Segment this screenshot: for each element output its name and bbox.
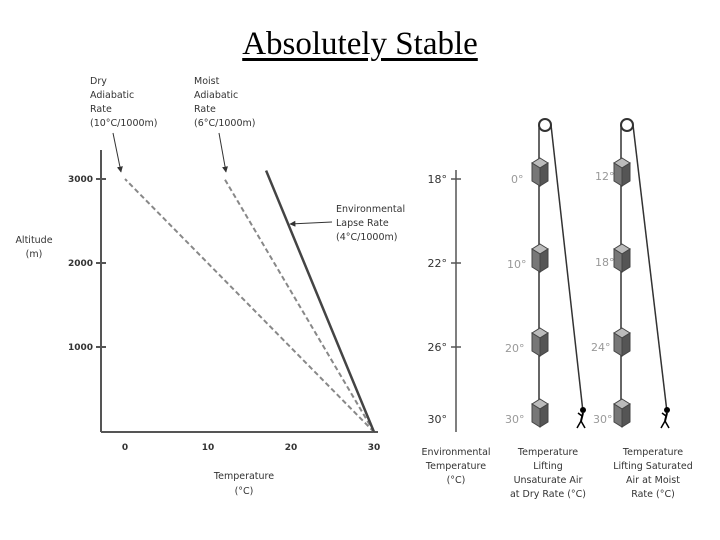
col-dry-line1: Temperature <box>517 447 578 458</box>
col-dry-line3: Unsaturate Air <box>514 475 583 486</box>
col-dry-line4: at Dry Rate (°C) <box>510 489 586 500</box>
env-label-line3: (4°C/1000m) <box>336 232 397 243</box>
env-temp-3000: 18° <box>428 173 448 186</box>
dry-pulley-icon <box>538 118 552 132</box>
air-parcel-icon <box>531 157 549 187</box>
moist-label-line1: Moist <box>194 76 220 87</box>
env-arrow <box>289 220 333 227</box>
env-label-line1: Environmental <box>336 204 405 215</box>
x-axis-label-line1: Temperature <box>213 471 274 482</box>
dry-arrow <box>112 132 123 173</box>
col-moist-line2: Lifting Saturated <box>613 461 692 472</box>
moist-rate-line <box>223 178 375 433</box>
chart-axes <box>96 150 378 433</box>
dry-temp-0: 30° <box>505 413 525 426</box>
column-captions: Environmental Temperature (°C) Temperatu… <box>421 447 692 500</box>
dry-label-line1: Dry <box>90 76 107 87</box>
dry-lift-column: 0° 10° 20° 30° <box>505 118 586 429</box>
moist-rate-annotation: Moist Adiabatic Rate (6°C/1000m) <box>194 76 255 173</box>
person-pulling-icon <box>576 407 586 429</box>
moist-label-line4: (6°C/1000m) <box>194 118 255 129</box>
env-lapse-line <box>264 170 376 433</box>
y-tick-3000: 3000 <box>68 175 93 185</box>
moist-label-line2: Adiabatic <box>194 90 238 101</box>
col-env-line3: (°C) <box>447 475 466 486</box>
env-label-line2: Lapse Rate <box>336 218 389 229</box>
series-layer <box>124 170 376 433</box>
moist-temp-3000: 12° <box>595 170 615 183</box>
y-axis-label-line2: (m) <box>26 249 43 260</box>
dry-temp-1000: 20° <box>505 342 525 355</box>
air-parcel-icon <box>531 327 549 357</box>
moist-arrow <box>218 132 228 173</box>
air-parcel-icon <box>531 398 549 428</box>
dry-temp-3000: 0° <box>511 173 524 186</box>
y-tick-2000: 2000 <box>68 259 93 269</box>
env-temp-1000: 26° <box>428 341 448 354</box>
moist-temp-2000: 18° <box>595 256 615 269</box>
col-moist-line4: Rate (°C) <box>631 489 675 500</box>
moist-temp-1000: 24° <box>591 341 611 354</box>
moist-pulley-icon <box>620 118 634 132</box>
x-tick-10: 10 <box>202 443 215 453</box>
dry-rate-annotation: Dry Adiabatic Rate (10°C/1000m) <box>90 76 158 173</box>
air-parcel-icon <box>613 398 631 428</box>
y-tick-1000: 1000 <box>68 343 93 353</box>
moist-temp-0: 30° <box>593 413 613 426</box>
air-parcel-icon <box>531 243 549 273</box>
air-parcel-icon <box>613 243 631 273</box>
moist-label-line3: Rate <box>194 104 216 115</box>
moist-lift-column: 12° 18° 24° 30° <box>591 118 670 429</box>
env-temperature-column: 18° 22° 26° 30° <box>428 170 461 432</box>
x-tick-0: 0 <box>122 443 128 453</box>
env-temp-0: 30° <box>428 413 448 426</box>
air-parcel-icon <box>613 157 631 187</box>
dry-label-line2: Adiabatic <box>90 90 134 101</box>
air-parcel-icon <box>613 327 631 357</box>
col-dry-line2: Lifting <box>533 461 563 472</box>
env-temp-2000: 22° <box>428 257 448 270</box>
col-moist-line3: Air at Moist <box>626 475 680 486</box>
dry-label-line4: (10°C/1000m) <box>90 118 158 129</box>
col-env-line1: Environmental <box>421 447 490 458</box>
x-axis-label-line2: (°C) <box>235 486 254 497</box>
page-title: Absolutely Stable <box>242 26 478 62</box>
x-tick-30: 30 <box>368 443 381 453</box>
env-lapse-annotation: Environmental Lapse Rate (4°C/1000m) <box>289 204 405 243</box>
dry-label-line3: Rate <box>90 104 112 115</box>
x-tick-20: 20 <box>285 443 298 453</box>
col-env-line2: Temperature <box>425 461 486 472</box>
person-pulling-icon <box>660 407 670 429</box>
dry-rate-line <box>124 178 375 433</box>
y-axis-label-line1: Altitude <box>15 235 52 246</box>
col-moist-line1: Temperature <box>622 447 683 458</box>
dry-temp-2000: 10° <box>507 258 527 271</box>
